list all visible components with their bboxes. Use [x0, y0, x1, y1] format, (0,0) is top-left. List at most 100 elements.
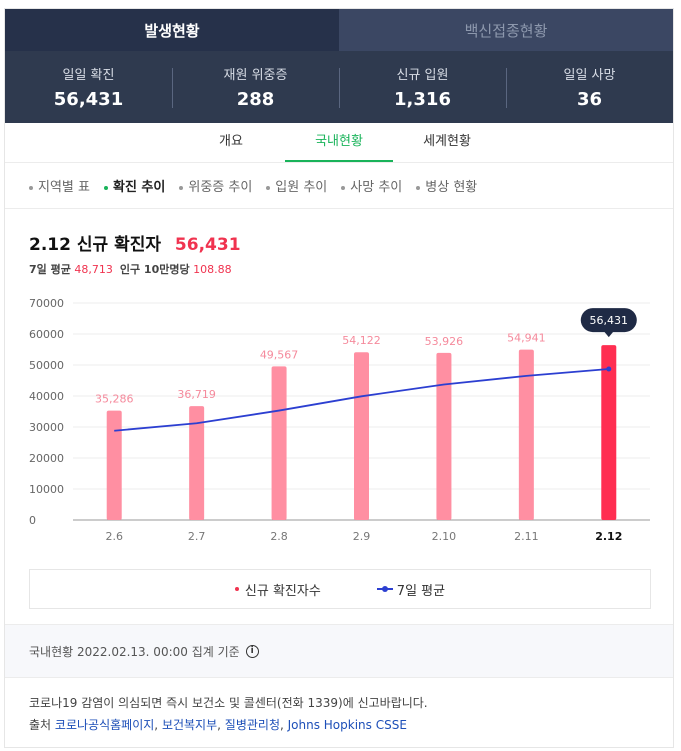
data-basis: 국내현황 2022.02.13. 00:00 집계 기준 i — [5, 624, 673, 678]
filter-label: 위중증 추이 — [188, 180, 253, 195]
basis-text: 국내현황 2022.02.13. 00:00 집계 기준 — [29, 644, 240, 659]
data-label: 54,941 — [507, 332, 546, 345]
bar — [106, 410, 122, 520]
legend-bars-label: 신규 확진자수 — [244, 583, 321, 599]
x-tick-label: 2.11 — [514, 530, 539, 543]
filter-bed-status[interactable]: 병상 현황 — [416, 176, 477, 195]
legend-line[interactable]: 7일 평균 — [376, 580, 446, 599]
y-tick-label: 20000 — [29, 452, 64, 465]
legend-line-label: 7일 평균 — [396, 583, 446, 599]
notice-text: 코로나19 감염이 의심되면 즉시 보건소 및 콜센터(전화 1339)에 신고… — [29, 696, 428, 710]
sub-tabs: 개요 국내현황 세계현황 — [5, 123, 673, 163]
y-tick-label: 0 — [29, 514, 36, 527]
headline-value: 56,431 — [174, 235, 241, 255]
source-link-jhu[interactable]: Johns Hopkins CSSE — [287, 718, 407, 732]
filter-admission-trend[interactable]: 입원 추이 — [266, 176, 327, 195]
stat-value: 1,316 — [394, 89, 451, 110]
x-tick-label: 2.6 — [105, 530, 123, 543]
data-label: 49,567 — [260, 348, 299, 361]
stat-label: 일일 사망 — [563, 68, 616, 83]
y-tick-label: 50000 — [29, 359, 64, 372]
legend-bars[interactable]: 신규 확진자수 — [234, 580, 321, 599]
bullet-icon — [266, 185, 271, 190]
stat-new-admission: 신규 입원 1,316 — [339, 64, 506, 110]
avg-line — [114, 368, 609, 432]
stat-value: 36 — [576, 89, 603, 110]
bullet-icon — [416, 185, 421, 190]
bar — [601, 345, 617, 520]
bar — [436, 352, 452, 520]
filter-label: 확진 추이 — [112, 180, 166, 195]
stat-daily-confirmed: 일일 확진 56,431 — [5, 64, 172, 110]
info-icon[interactable]: i — [245, 644, 259, 658]
y-tick-label: 60000 — [29, 328, 64, 341]
bullet-icon — [179, 185, 184, 190]
x-tick-label: 2.10 — [432, 530, 457, 543]
main-tabs: 발생현황 백신접종현황 — [5, 9, 673, 51]
source-link-kdca[interactable]: 질병관리청 — [224, 718, 280, 732]
avg-point — [606, 366, 612, 372]
x-tick-label: 2.8 — [270, 530, 288, 543]
bar — [189, 406, 205, 520]
filter-label: 사망 추이 — [350, 180, 403, 195]
filter-label: 병상 현황 — [425, 180, 478, 195]
filter-death-trend[interactable]: 사망 추이 — [341, 176, 402, 195]
data-label: 53,926 — [425, 335, 464, 348]
notice: 코로나19 감염이 의심되면 즉시 보건소 및 콜센터(전화 1339)에 신고… — [29, 692, 428, 736]
filter-confirmed-trend[interactable]: 확진 추이 — [103, 176, 166, 195]
summary-header: 발생현황 백신접종현황 일일 확진 56,431 재원 위중증 288 신규 입… — [5, 9, 673, 123]
headline-date: 2.12 — [29, 235, 71, 255]
y-tick-label: 10000 — [29, 483, 64, 496]
chart-legend: 신규 확진자수 7일 평균 — [29, 569, 651, 609]
tab-world[interactable]: 세계현황 — [423, 134, 471, 149]
filter-regional-table[interactable]: 지역별 표 — [29, 176, 90, 195]
tab-outbreak-status[interactable]: 발생현황 — [5, 9, 339, 51]
y-tick-label: 40000 — [29, 390, 64, 403]
stat-label: 재원 위중증 — [223, 68, 288, 83]
filter-links: 지역별 표 확진 추이 위중증 추이 입원 추이 사망 추이 병상 현황 — [5, 163, 673, 209]
covid-status-card: 발생현황 백신접종현황 일일 확진 56,431 재원 위중증 288 신규 입… — [4, 8, 674, 748]
tooltip-value: 56,431 — [590, 314, 629, 327]
tooltip-box — [580, 308, 637, 333]
data-label: 54,122 — [342, 334, 381, 347]
source-link-homepage[interactable]: 코로나공식홈페이지 — [54, 718, 155, 732]
stat-label: 일일 확진 — [62, 68, 115, 83]
bullet-icon — [341, 185, 346, 190]
stat-critical: 재원 위중증 288 — [172, 64, 339, 110]
bullet-icon — [29, 185, 33, 190]
source-link-mohw[interactable]: 보건복지부 — [161, 718, 218, 732]
legend-line-icon — [376, 586, 393, 592]
filter-label: 지역별 표 — [38, 180, 90, 195]
bar — [271, 366, 287, 520]
chart-subline: 7일 평균 48,713 인구 10만명당 108.88 — [29, 261, 232, 277]
headline-label: 신규 확진자 — [76, 235, 161, 255]
tooltip-arrow — [603, 331, 614, 338]
stat-daily-deaths: 일일 사망 36 — [506, 64, 673, 110]
legend-dot-icon — [234, 587, 239, 591]
pop-value: 108.88 — [193, 263, 232, 276]
data-label: 35,286 — [95, 393, 134, 406]
source-label: 출처 — [29, 718, 52, 732]
bar — [518, 349, 534, 520]
source-line: 출처 코로나공식홈페이지, 보건복지부, 질병관리청, Johns Hopkin… — [29, 718, 407, 732]
pop-label: 인구 10만명당 — [119, 263, 190, 276]
avg-label: 7일 평균 — [29, 263, 71, 276]
x-tick-label: 2.12 — [595, 530, 622, 543]
bar — [354, 352, 369, 520]
filter-critical-trend[interactable]: 위중증 추이 — [179, 176, 252, 195]
x-tick-label: 2.7 — [188, 530, 206, 543]
stat-value: 56,431 — [53, 89, 124, 110]
tab-overview[interactable]: 개요 — [219, 134, 243, 149]
y-tick-label: 30000 — [29, 421, 64, 434]
filter-label: 입원 추이 — [275, 180, 328, 195]
bullet-icon — [103, 185, 108, 190]
x-tick-label: 2.9 — [353, 530, 371, 543]
tab-domestic[interactable]: 국내현황 — [285, 123, 393, 162]
stat-value: 288 — [236, 89, 275, 110]
summary-stats: 일일 확진 56,431 재원 위중증 288 신규 입원 1,316 일일 사… — [5, 51, 673, 123]
avg-value: 48,713 — [74, 263, 113, 276]
y-tick-label: 70000 — [29, 297, 64, 310]
tab-vaccination-status[interactable]: 백신접종현황 — [339, 9, 673, 51]
data-label: 36,719 — [177, 388, 216, 401]
stat-label: 신규 입원 — [396, 68, 449, 83]
